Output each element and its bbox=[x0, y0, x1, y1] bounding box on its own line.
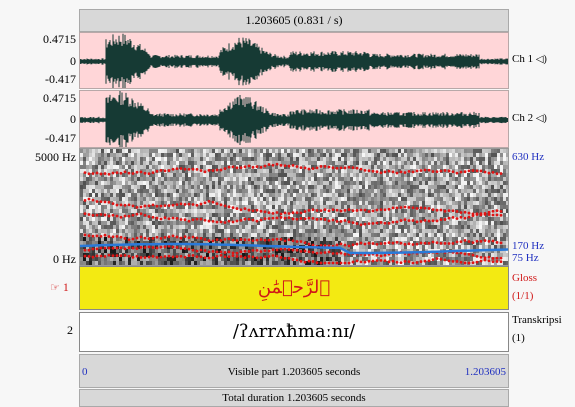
pointing-hand-icon: ☞ bbox=[50, 282, 60, 294]
ch1-min-label: -0.417 bbox=[45, 72, 76, 86]
waveform-ch1-svg bbox=[80, 33, 508, 88]
spectrogram-panel[interactable] bbox=[79, 148, 509, 266]
ch1-max-label: 0.4715 bbox=[43, 32, 76, 46]
ch1-label-group[interactable]: Ch 1 ◁) bbox=[512, 53, 547, 65]
pitch-top-label: 630 Hz bbox=[512, 151, 545, 163]
tier-transkripsi[interactable]: /ʔʌrrʌħmaːnɪ/ bbox=[79, 312, 509, 352]
ch1-zero-label: 0 bbox=[70, 54, 76, 68]
waveform-channel-1[interactable] bbox=[79, 32, 509, 89]
tier1-number-group[interactable]: ☞ 1 bbox=[50, 280, 69, 295]
ch2-min-label: -0.417 bbox=[45, 131, 76, 145]
speaker-icon[interactable]: ◁) bbox=[535, 113, 547, 124]
tier2-number[interactable]: 2 bbox=[67, 323, 73, 337]
ch2-max-label: 0.4715 bbox=[43, 91, 76, 105]
total-duration-label: Total duration 1.203605 seconds bbox=[222, 392, 366, 404]
tier1-interval-text[interactable]: ٱلرَّحۡمَٰنِ bbox=[257, 277, 331, 298]
waveform-ch2-svg bbox=[80, 91, 508, 147]
tier1-count: (1/1) bbox=[512, 290, 534, 302]
spectrogram-bottom-freq: 0 Hz bbox=[53, 252, 76, 266]
pitch-bottom-label: 75 Hz bbox=[512, 252, 539, 264]
spectrogram-svg bbox=[80, 149, 508, 265]
speaker-icon[interactable]: ◁) bbox=[535, 54, 547, 65]
waveform-channel-2[interactable] bbox=[79, 90, 509, 148]
total-duration-bar[interactable]: Total duration 1.203605 seconds bbox=[79, 389, 509, 407]
ch1-name: Ch 1 bbox=[512, 53, 534, 65]
ch2-label-group[interactable]: Ch 2 ◁) bbox=[512, 112, 547, 124]
tier2-name: Transkripsi bbox=[512, 314, 562, 326]
tier2-interval-text[interactable]: /ʔʌrrʌħmaːnɪ/ bbox=[232, 321, 356, 342]
tier1-number: 1 bbox=[62, 280, 69, 294]
visible-part-bar[interactable]: 0 Visible part 1.203605 seconds 1.203605 bbox=[79, 354, 509, 388]
selection-duration-bar[interactable]: 1.203605 (0.831 / s) bbox=[79, 9, 509, 32]
visible-start: 0 bbox=[82, 366, 88, 378]
pitch-mid-label: 170 Hz bbox=[512, 240, 545, 252]
tier2-count: (1) bbox=[512, 332, 525, 344]
visible-end: 1.203605 bbox=[464, 366, 506, 378]
ch2-name: Ch 2 bbox=[512, 112, 534, 124]
ch2-zero-label: 0 bbox=[70, 112, 76, 126]
tier1-name: Gloss bbox=[512, 272, 538, 284]
spectrogram-top-freq: 5000 Hz bbox=[35, 150, 76, 164]
selection-duration-label: 1.203605 (0.831 / s) bbox=[245, 13, 343, 27]
tier-gloss[interactable]: ٱلرَّحۡمَٰنِ bbox=[79, 266, 509, 310]
visible-part-label: Visible part 1.203605 seconds bbox=[227, 366, 361, 378]
